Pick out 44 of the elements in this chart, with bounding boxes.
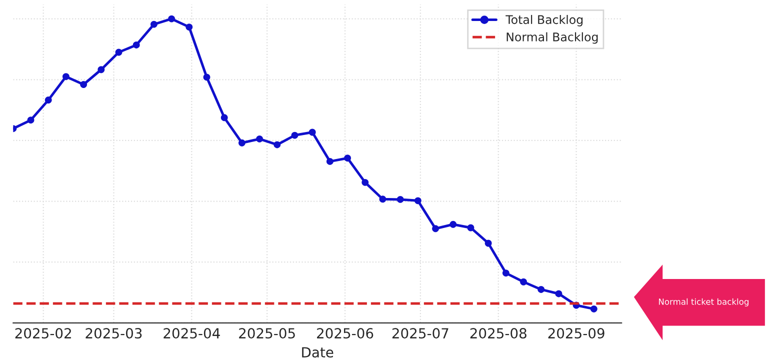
point <box>27 116 34 124</box>
point <box>308 128 316 136</box>
point <box>186 24 193 31</box>
point <box>467 224 474 232</box>
point <box>520 278 527 286</box>
point <box>150 20 158 28</box>
point <box>590 305 598 312</box>
point <box>44 96 52 104</box>
x-axis-title: Date <box>302 347 334 358</box>
point <box>326 158 334 165</box>
point <box>220 114 228 122</box>
point <box>115 48 122 56</box>
point <box>484 240 492 247</box>
point <box>62 73 70 80</box>
legend-label: Total Backlog <box>506 14 583 26</box>
text: Normal ticket backlog <box>658 298 748 306</box>
point <box>379 196 386 203</box>
point <box>538 286 545 293</box>
x-tick-label: 2025-09 <box>548 328 604 339</box>
x-tick-label: 2025-06 <box>317 328 374 339</box>
point <box>291 132 298 139</box>
legend-label: Normal Backlog <box>506 32 598 44</box>
x-tick-label: 2025-07 <box>392 328 448 339</box>
point <box>238 139 246 146</box>
point <box>98 66 105 74</box>
x-tick-label: 2025-02 <box>15 328 71 339</box>
point <box>502 270 510 277</box>
point <box>396 196 404 203</box>
point <box>450 220 457 228</box>
point <box>362 178 369 186</box>
point <box>80 81 88 88</box>
point <box>132 42 140 48</box>
point <box>414 197 422 204</box>
point <box>344 154 351 162</box>
x-tick-label: 2025-08 <box>470 328 526 339</box>
point <box>203 74 210 81</box>
point <box>432 225 439 232</box>
x-tick-label: 2025-04 <box>164 328 220 339</box>
point <box>555 290 562 298</box>
point <box>168 15 176 22</box>
x-tick-label: 2025-03 <box>86 328 142 339</box>
point <box>256 135 264 142</box>
point <box>274 141 281 148</box>
x-tick-label: 2025-05 <box>239 328 295 339</box>
